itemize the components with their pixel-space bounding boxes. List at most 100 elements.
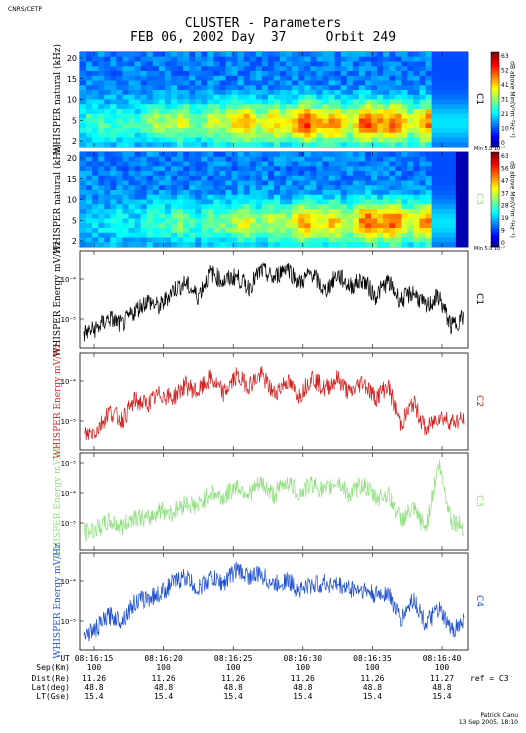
heatmap-cell [383,132,390,138]
heatmap-cell [207,171,214,177]
heatmap-cell [383,156,390,162]
heatmap-cell [158,56,166,62]
heatmap-cell [134,137,141,143]
heatmap-cell [352,161,360,167]
heatmap-cell [389,175,396,181]
heatmap-cell [419,237,426,243]
heatmap-cell [261,85,269,91]
heatmap-cell [237,199,244,205]
heatmap-cell [134,85,141,91]
heatmap-cell [104,61,111,67]
heatmap-cell [274,80,281,86]
heatmap-cell [207,161,214,167]
y-tick-label: 10⁻⁵ [61,618,77,626]
panel-frame [79,352,469,451]
colorbar-segment [491,175,499,179]
heatmap-cell [413,99,420,105]
heatmap-cell [237,118,244,124]
heatmap-cell [340,194,348,200]
heatmap-cell [195,104,202,110]
heatmap-cell [292,175,299,181]
heatmap-cell [292,113,299,119]
chart-subtitle: FEB 06, 2002 Day 37 Orbit 249 [129,30,397,45]
heatmap-cell [207,113,214,119]
heatmap-cell [164,237,172,243]
heatmap-cell [431,237,438,243]
heatmap-cell [389,190,396,196]
heatmap-cell [164,75,172,81]
heatmap-cell [340,180,348,186]
heatmap-cell [340,185,348,191]
heatmap-cell [134,94,141,100]
heatmap-cell [286,171,293,177]
heatmap-cell [449,123,457,129]
heatmap-cell [407,166,414,172]
heatmap-cell [261,56,269,62]
heatmap-cell [364,213,372,219]
heatmap-cell [110,171,117,177]
colorbar-segment [491,130,499,134]
heatmap-cell [255,166,263,172]
heatmap-cell [158,218,166,224]
heatmap-cell [310,118,317,124]
heatmap-cell [431,104,438,110]
heatmap-cell [170,137,178,143]
heatmap-cell [449,204,457,210]
heatmap-cell [92,218,99,224]
heatmap-cell [255,109,263,115]
heatmap-cell [152,75,160,81]
heatmap-cell [443,142,451,148]
heatmap-cell [461,66,469,72]
heatmap-cell [140,185,147,191]
heatmap-cell [274,228,281,234]
heatmap-cell [267,175,275,181]
heatmap-cell [322,113,329,119]
heatmap-cell [401,104,408,110]
heatmap-cell [298,61,305,67]
heatmap-cell [158,118,166,124]
heatmap-cell [122,94,129,100]
heatmap-cell [328,194,335,200]
heatmap-cell [189,228,196,234]
heatmap-cell [86,104,93,110]
heatmap-cell [298,113,305,119]
heatmap-cell [134,123,141,129]
heatmap-cell [425,104,432,110]
heatmap-cell [419,104,426,110]
heatmap-cell [116,228,123,234]
heatmap-cell [292,85,299,91]
heatmap-cell [310,75,317,81]
heatmap-cell [243,156,251,162]
heatmap-cell [195,61,202,67]
heatmap-cell [346,223,354,229]
heatmap-cell [170,166,178,172]
heatmap-cell [158,61,166,67]
heatmap-cell [389,209,396,215]
heatmap-cell [389,199,396,205]
heatmap-cell [443,61,451,67]
heatmap-cell [431,123,438,129]
colorbar-segment [491,78,499,81]
heatmap-cell [128,128,135,134]
heatmap-cell [407,71,414,77]
heatmap-cell [401,171,408,177]
heatmap-cell [225,128,232,134]
heatmap-cell [116,128,123,134]
heatmap-cell [286,218,293,224]
heatmap-cell [237,66,244,72]
heatmap-cell [431,85,438,91]
heatmap-cell [292,152,299,158]
heatmap-cell [298,213,305,219]
heatmap-cell [231,242,238,248]
heatmap-cell [104,142,111,148]
heatmap-cell [298,194,305,200]
heatmap-cell [152,132,160,138]
heatmap-cell [261,242,269,248]
heatmap-cell [104,94,111,100]
heatmap-cell [280,104,287,110]
heatmap-cell [98,109,105,115]
heatmap-cell [431,166,438,172]
footer-value: 100 [434,663,450,672]
heatmap-cell [237,99,244,105]
heatmap-cell [364,118,372,124]
